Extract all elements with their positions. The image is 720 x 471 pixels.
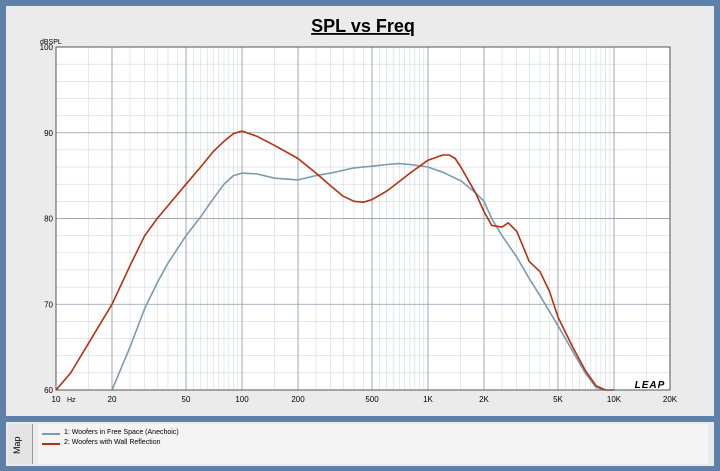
y-tick-label: 70 xyxy=(44,300,53,309)
legend-swatch-wall-reflection xyxy=(42,443,60,445)
x-tick-label: 50 xyxy=(182,395,191,404)
leap-logo-text: LEAP xyxy=(635,380,666,391)
x-tick-label: 200 xyxy=(291,395,305,404)
series-layer xyxy=(55,130,614,391)
legend-label-free-space: 1: Woofers in Free Space (Anechoic) xyxy=(64,429,179,436)
x-tick-label: 1K xyxy=(423,395,433,404)
x-tick-label: 2K xyxy=(479,395,489,404)
axis-layer: 60 70 80 90 100 10 20 50 100 200 500 1K 2K 5K 10K 20K xyxy=(40,43,678,404)
y-tick-label: 90 xyxy=(44,129,53,138)
x-tick-label: 500 xyxy=(365,395,379,404)
leap-logo: LEAP xyxy=(635,380,666,391)
x-tick-label: 5K xyxy=(553,395,563,404)
y-tick-label: 100 xyxy=(40,43,54,52)
y-tick-label: 80 xyxy=(44,215,53,224)
series-line-1 xyxy=(111,162,606,391)
legend-label-wall-reflection: 2: Woofers with Wall Reflection xyxy=(64,439,161,446)
grid-layer xyxy=(55,46,671,391)
series-line-2 xyxy=(55,130,614,391)
legend-swatch-free-space xyxy=(42,433,60,435)
x-tick-label: 20K xyxy=(663,395,678,404)
y-axis-label: dBSPL xyxy=(40,39,62,46)
x-axis-unit: Hz xyxy=(67,397,76,404)
x-tick-label: 10K xyxy=(607,395,622,404)
x-tick-label: 100 xyxy=(235,395,249,404)
legend: 1: Woofers in Free Space (Anechoic) 2: W… xyxy=(38,424,708,464)
plot-frame xyxy=(55,46,671,391)
chart-title: SPL vs Freq xyxy=(311,16,415,36)
y-tick-label: 60 xyxy=(44,386,53,395)
map-tab-label: Map xyxy=(12,436,22,454)
map-tab[interactable]: Map xyxy=(8,424,33,464)
x-tick-label: 20 xyxy=(108,395,117,404)
x-tick-label: 10 xyxy=(52,395,61,404)
